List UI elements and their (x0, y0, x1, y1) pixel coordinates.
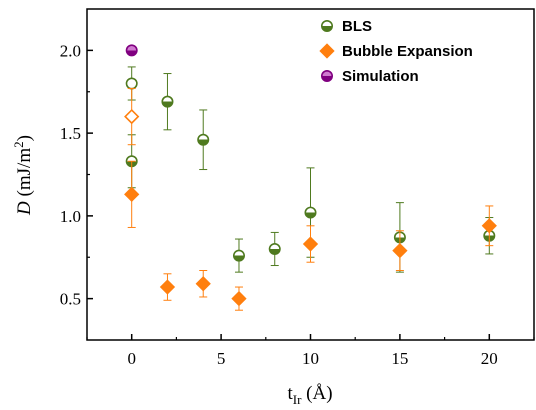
legend-label-bubble-expansion: Bubble Expansion (342, 43, 473, 60)
x-axis-label-subscript: Ir (293, 392, 302, 407)
bubble-expansion-point (302, 236, 319, 252)
x-tick-label: 10 (302, 349, 319, 368)
bubble-expansion-point (481, 218, 497, 234)
y-axis-label-close: ) (14, 135, 35, 141)
x-axis-label: tIr (Å) (287, 383, 332, 407)
y-axis-label-unit: (mJ/m (14, 148, 35, 202)
y-axis-label: D (mJ/m2) (11, 135, 35, 216)
x-tick-label: 5 (217, 349, 226, 368)
bls-point (304, 206, 317, 219)
y-axis-label-symbol: D (14, 201, 35, 216)
simulation-point (125, 44, 138, 57)
bls-point (197, 133, 210, 146)
x-tick-label: 15 (391, 349, 408, 368)
bls-point (268, 242, 281, 255)
bls-point (125, 77, 138, 90)
bls-point (232, 249, 245, 262)
bubble-expansion-point (159, 279, 176, 295)
y-tick-label: 1.0 (60, 207, 81, 226)
bubble-expansion-point (124, 108, 140, 125)
x-axis-label-unit: (Å) (301, 383, 332, 404)
y-tick-label: 1.5 (60, 124, 81, 143)
legend-marker-bubble-expansion (319, 43, 335, 59)
legend-label-simulation: Simulation (342, 68, 419, 85)
axis-ticks: 0 5 10 15 20 0.5 1.0 1.5 2.0 (60, 41, 535, 368)
bubble-expansion-point (231, 290, 247, 307)
x-axis-label-symbol: t (287, 383, 293, 404)
bubble-expansion-point (124, 186, 140, 202)
x-tick-label: 20 (481, 349, 498, 368)
x-tick-label: 0 (127, 349, 136, 368)
bubble-expansion-point (195, 276, 211, 292)
legend-marker-bls (320, 19, 333, 32)
y-axis-label-superscript: 2 (11, 141, 26, 148)
bubble-expansion-point (392, 242, 408, 259)
legend-marker-simulation (320, 70, 333, 83)
bls-point (161, 95, 174, 108)
y-tick-label: 2.0 (60, 41, 81, 60)
legend-label-bls: BLS (342, 18, 372, 35)
legend: BLS Bubble Expansion Simulation (319, 18, 473, 85)
y-tick-label: 0.5 (60, 290, 81, 309)
data-marks (124, 44, 497, 311)
